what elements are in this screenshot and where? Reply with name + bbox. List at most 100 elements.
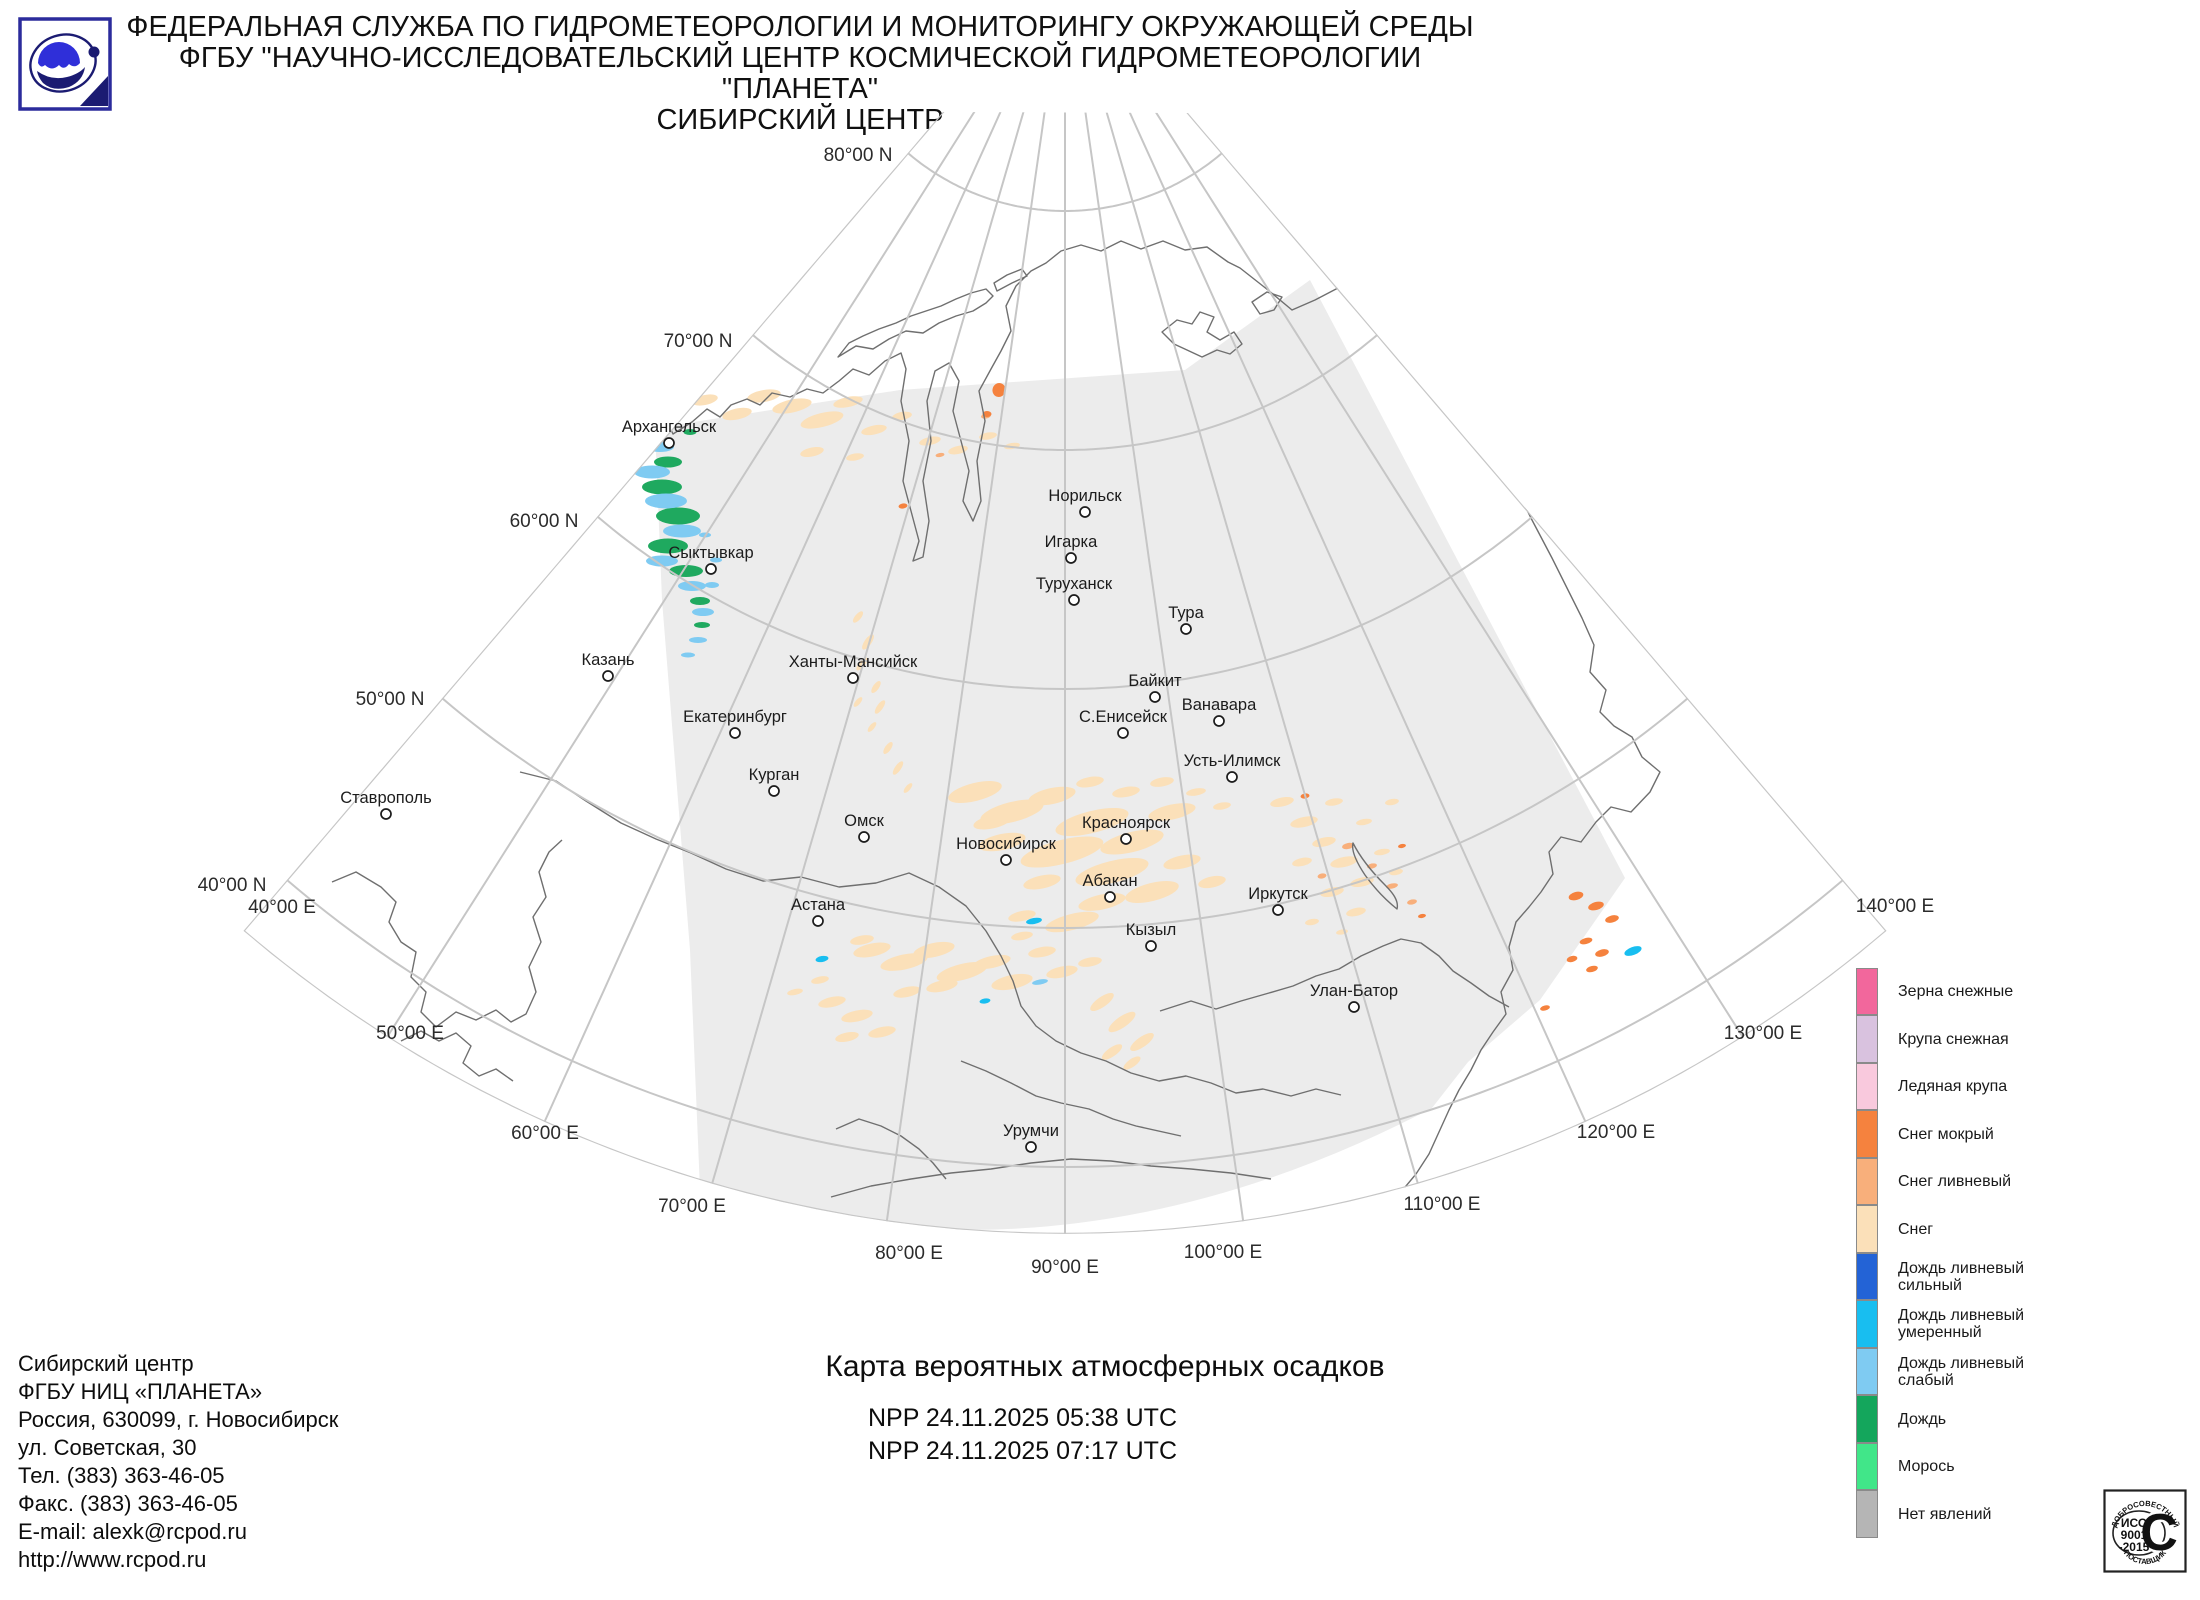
precip-snow — [1020, 836, 1104, 868]
precip-snow — [973, 954, 1011, 970]
cities-layer: Архангельск Сыктывкар Казань Ставрополь Екат… — [340, 418, 1398, 1153]
precip-snow — [800, 411, 844, 429]
legend-item: Снег — [1856, 1205, 2068, 1254]
precip-snow — [1078, 957, 1102, 967]
precip-snow — [1356, 818, 1372, 826]
grid-label: 70°00 E — [658, 1196, 726, 1217]
precip-snow — [861, 424, 887, 436]
contact-block: Сибирский центр ФГБУ НИЦ «ПЛАНЕТА» Росси… — [18, 1350, 338, 1574]
city-marker — [1180, 623, 1192, 635]
grid-label: 50°00 N — [356, 689, 425, 710]
precip-snow — [833, 396, 863, 408]
grid-label: 60°00 N — [510, 511, 579, 532]
contact-line: ул. Советская, 30 — [18, 1435, 197, 1460]
precip-wet-snow — [1579, 937, 1593, 945]
precip-snow — [903, 783, 913, 793]
precip-snow — [850, 935, 874, 945]
legend-color-swatch — [1856, 1062, 1878, 1110]
coastline — [521, 240, 1661, 1193]
planeta-logo — [18, 17, 112, 111]
contact-line-email[interactable]: E-mail: alexk@rcpod.ru — [18, 1519, 247, 1544]
grid-label: 50°00 E — [376, 1023, 444, 1044]
grid-label: 120°00 E — [1577, 1122, 1655, 1143]
legend-label: Снег мокрый — [1898, 1125, 1994, 1143]
legend-color-swatch — [1856, 1490, 1878, 1538]
city-label: Абакан — [1082, 872, 1137, 890]
precip-snow — [868, 1026, 896, 1038]
precip-snow — [818, 996, 846, 1008]
stamp-letter: C — [2140, 1504, 2178, 1562]
city-marker — [1117, 727, 1129, 739]
city-label: Новосибирск — [956, 835, 1056, 853]
city-marker — [812, 915, 824, 927]
precip-snow — [1130, 1032, 1154, 1052]
precip-snow — [919, 436, 941, 446]
coastline — [830, 1060, 1272, 1198]
precipitation-legend: Зерна снежные Крупа снежная Ледяная крупа С… — [1856, 967, 2068, 1538]
precip-snow — [787, 988, 803, 996]
city-label: Усть-Илимск — [1184, 752, 1282, 770]
grid-label: 40°00 N — [198, 875, 267, 896]
city-label: Курган — [749, 766, 800, 784]
city-marker — [1000, 854, 1012, 866]
precip-rain — [642, 479, 682, 495]
precip-snow — [1292, 857, 1312, 867]
precip-wet-snow — [1540, 1005, 1550, 1011]
coastline — [1161, 311, 1243, 358]
legend-item: Дождь ливневый слабый — [1856, 1347, 2068, 1396]
precip-rain-shower-moderate — [815, 955, 829, 963]
legend-label: Снег ливневый — [1898, 1173, 2012, 1191]
precip-snow — [800, 446, 824, 458]
precip-wet-snow — [1566, 955, 1578, 963]
map-layers — [243, 111, 1887, 1234]
stamp-center-line: -2015 — [2119, 1540, 2150, 1554]
precip-snow — [926, 979, 958, 993]
city-label: Игарка — [1045, 533, 1098, 551]
legend-item: Дождь ливневый сильный — [1856, 1252, 2068, 1301]
grid-label: 140°00 E — [1856, 896, 1934, 917]
coastline — [1159, 938, 1510, 1012]
legend-label: Дождь — [1898, 1410, 1947, 1428]
precip-snow — [874, 700, 886, 714]
precip-snow — [892, 761, 904, 775]
precip-snow — [1325, 798, 1343, 806]
parallel-80N — [907, 152, 1223, 212]
parallel-40N — [286, 879, 1844, 1169]
grid-label: 110°00 E — [1404, 1194, 1481, 1215]
precip-snow-shower — [1317, 873, 1327, 879]
grid-label: 80°00 E — [875, 1243, 943, 1264]
city-marker — [602, 670, 614, 682]
precip-snow — [1028, 786, 1076, 806]
city-marker — [1065, 552, 1077, 564]
contact-line: Россия, 630099, г. Новосибирск — [18, 1407, 339, 1432]
precip-snow — [811, 976, 829, 984]
logo-planet-icon — [38, 42, 80, 69]
contact-line-url[interactable]: http://www.rcpod.ru — [18, 1547, 207, 1572]
precip-snow — [892, 411, 912, 421]
legend-label: Дождь ливневый умеренный — [1898, 1307, 2024, 1342]
legend-item: Снег ливневый — [1856, 1157, 2068, 1206]
precip-snow — [1150, 777, 1174, 787]
precip-rain — [683, 429, 697, 435]
legend-label: Снег — [1898, 1220, 1934, 1238]
precip-wet-snow — [1586, 965, 1598, 973]
precip-rain — [690, 597, 710, 605]
precip-snow-shower — [1407, 899, 1417, 905]
legend-item: Ледяная крупа — [1856, 1062, 2068, 1111]
parallel-70N — [751, 334, 1379, 451]
precip-rain-shower-moderate — [979, 998, 991, 1004]
grid-label: 60°00 E — [511, 1123, 579, 1144]
coastline — [1351, 842, 1399, 910]
city-marker — [1149, 691, 1161, 703]
precip-snow — [883, 742, 893, 754]
contact-line: Тел. (383) 363-46-05 — [18, 1463, 225, 1488]
precip-snow — [1101, 1044, 1123, 1060]
precip-wet-snow — [992, 383, 1006, 397]
stamp-center-line: ИСО — [2121, 1516, 2147, 1530]
precip-wet-snow — [1418, 913, 1426, 919]
legend-color-swatch — [1856, 1442, 1878, 1490]
precip-snow — [692, 394, 718, 406]
precip-snow — [1125, 881, 1179, 903]
precip-snow-shower — [1342, 842, 1354, 850]
